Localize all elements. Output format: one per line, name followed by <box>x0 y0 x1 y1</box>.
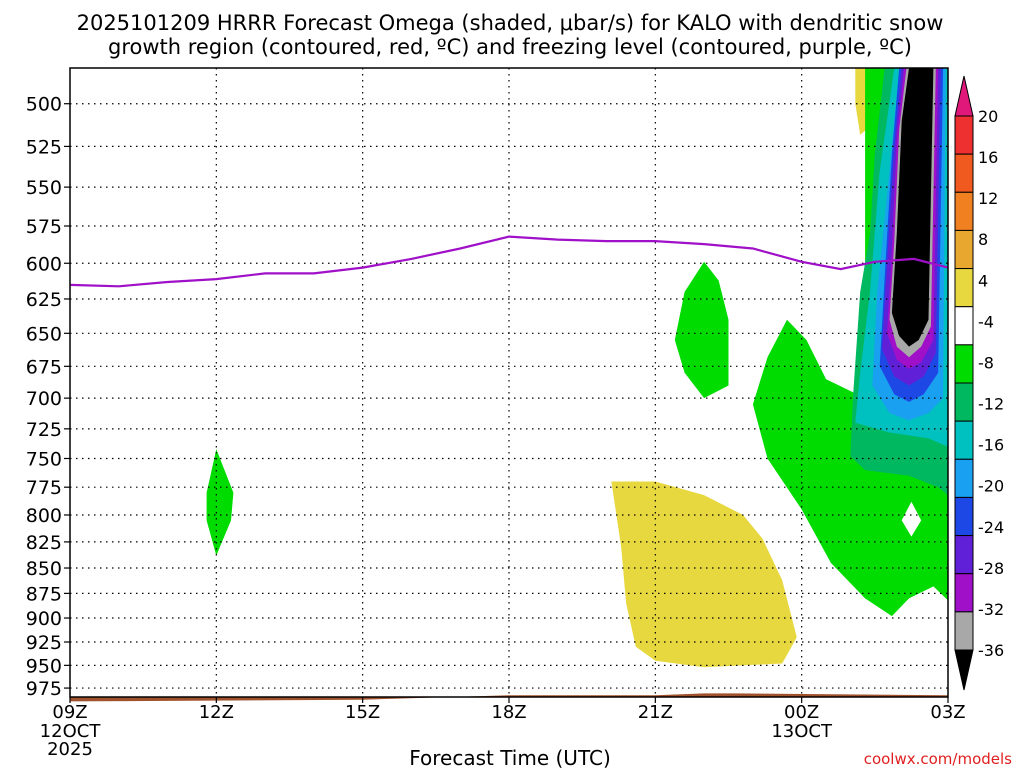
colorbar-label-13: -36 <box>978 641 1004 660</box>
freezing-level-line <box>69 235 949 288</box>
y-tick-label-575: 575 <box>26 216 62 238</box>
x-tick-label-12Z: 12Z <box>199 702 234 723</box>
x-tick-label-00Z: 00Z <box>784 702 819 723</box>
chart-title-line1: 2025101209 HRRR Forecast Omega (shaded, … <box>77 11 944 35</box>
y-tick-label-900: 900 <box>26 608 62 630</box>
colorbar-label-12: -32 <box>978 600 1004 619</box>
colorbar-label-1: 16 <box>978 148 998 167</box>
colorbar-bin-8 <box>954 420 974 460</box>
omega-region-0 <box>206 449 234 556</box>
y-tick-label-825: 825 <box>26 532 62 554</box>
terrain-fill <box>70 693 948 702</box>
x-tick-year-09Z: 2025 <box>47 739 93 760</box>
colorbar-bin-4 <box>954 268 974 308</box>
colorbar-bin-3 <box>954 229 974 270</box>
dotted-grid <box>70 68 948 697</box>
colorbar-label-4: 4 <box>978 271 988 290</box>
colorbar-bottom-arrow <box>954 649 974 691</box>
colorbar-bin-0 <box>954 115 974 155</box>
y-tick-label-600: 600 <box>26 253 62 275</box>
x-tick-label-18Z: 18Z <box>491 702 526 723</box>
y-tick-label-750: 750 <box>26 449 62 471</box>
x-tick-label-09Z: 09Z <box>52 702 87 723</box>
omega-region-1 <box>674 261 729 399</box>
colorbar-bin-2 <box>954 191 974 231</box>
y-tick-label-950: 950 <box>26 655 62 677</box>
omega-region-14 <box>901 501 922 537</box>
x-tick-date-09Z: 12OCT <box>40 721 102 742</box>
omega-region-2 <box>611 481 797 668</box>
y-tick-label-625: 625 <box>26 289 62 311</box>
credit-text: coolwx.com/models <box>864 750 1012 768</box>
omega-colorbar: 20 16 12 8 4 -4 -8 -12 -16 -20 -24 -28 -32 -36 <box>954 75 1004 691</box>
colorbar-label-7: -12 <box>978 395 1004 414</box>
y-tick-label-500: 500 <box>26 94 62 116</box>
colorbar-label-5: -4 <box>978 312 994 331</box>
omega-region-13 <box>891 68 934 347</box>
colorbar-label-10: -24 <box>978 518 1004 537</box>
colorbar-bin-13 <box>954 611 974 651</box>
x-tick-label-15Z: 15Z <box>345 702 380 723</box>
y-tick-label-725: 725 <box>26 419 62 441</box>
colorbar-label-0: 20 <box>978 107 998 126</box>
colorbar-label-9: -20 <box>978 477 1004 496</box>
colorbar-bin-7 <box>954 382 974 422</box>
y-tick-label-700: 700 <box>26 388 62 410</box>
colorbar-label-3: 8 <box>978 230 988 249</box>
colorbar-top-arrow <box>954 75 974 117</box>
colorbar-bin-6 <box>954 344 974 384</box>
pressure-axis: 500 525 550 575 600 625 650 675 700 725 750 775 800 8… <box>26 94 70 700</box>
colorbar-bin-5 <box>954 306 974 346</box>
y-tick-label-875: 875 <box>26 583 62 605</box>
colorbar-bin-1 <box>954 153 974 193</box>
y-tick-label-775: 775 <box>26 477 62 499</box>
x-tick-label-03Z: 03Z <box>930 702 965 723</box>
x-tick-date-00Z: 13OCT <box>771 721 833 742</box>
terrain-polygon <box>70 693 948 702</box>
y-tick-label-675: 675 <box>26 356 62 378</box>
colorbar-label-6: -8 <box>978 353 994 372</box>
chart-title-line2: growth region (contoured, red, ºC) and f… <box>108 35 912 59</box>
colorbar-label-11: -28 <box>978 559 1004 578</box>
omega-shading <box>206 68 948 668</box>
colorbar-label-8: -16 <box>978 436 1004 455</box>
colorbar-bin-10 <box>954 496 974 537</box>
x-tick-label-21Z: 21Z <box>638 702 673 723</box>
colorbar-label-2: 12 <box>978 189 998 208</box>
y-tick-label-975: 975 <box>26 678 62 700</box>
colorbar-bin-12 <box>954 573 974 613</box>
y-tick-label-800: 800 <box>26 505 62 527</box>
y-tick-label-925: 925 <box>26 632 62 654</box>
x-axis-label: Forecast Time (UTC) <box>409 746 611 768</box>
y-tick-label-850: 850 <box>26 558 62 580</box>
colorbar-bin-11 <box>954 535 974 575</box>
y-tick-label-525: 525 <box>26 136 62 158</box>
freezing-level-polyline <box>69 235 949 288</box>
colorbar-bin-9 <box>954 458 974 498</box>
y-tick-label-550: 550 <box>26 177 62 199</box>
y-tick-label-650: 650 <box>26 323 62 345</box>
